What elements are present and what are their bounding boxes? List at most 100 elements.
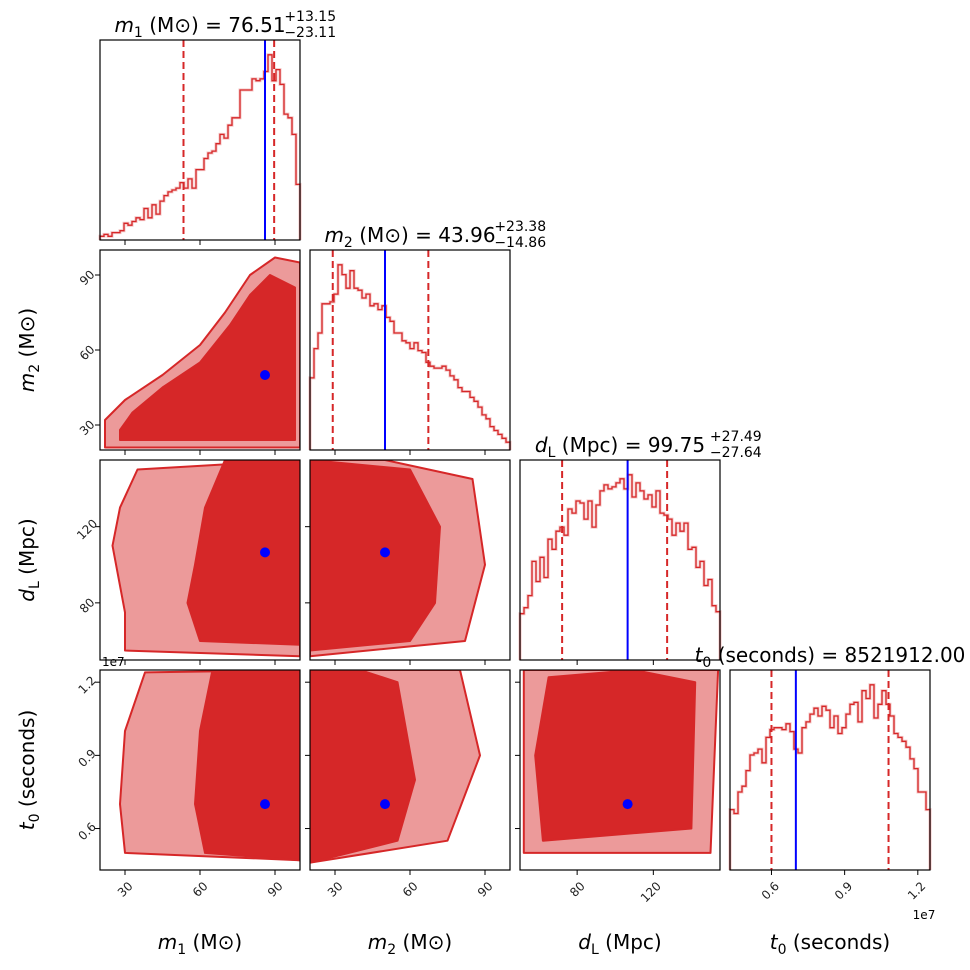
axis-symbol: d xyxy=(578,930,591,954)
contour-panel-t0-vs-dL xyxy=(522,670,720,854)
title-dL: dL (Mpc) = 99.75 xyxy=(535,433,705,461)
x-offset-text: 1e7 xyxy=(913,908,936,922)
axis-unit: (seconds) xyxy=(787,930,891,954)
axis-symbol: m xyxy=(368,930,387,954)
axis-unit: (M⊙) xyxy=(396,930,452,954)
title-m2: m2 (M⊙) = 43.96 xyxy=(324,223,495,251)
x-tick-label: 60 xyxy=(400,879,421,900)
axis-unit: (seconds) xyxy=(15,710,39,814)
x-tick-label: 80 xyxy=(567,879,588,900)
title-plus: +23.38 xyxy=(494,219,546,235)
title-plus: +27.49 xyxy=(710,429,762,445)
histogram-m2 xyxy=(309,264,511,450)
axis-sub: 1 xyxy=(177,942,186,958)
truth-point xyxy=(380,799,390,810)
contour-panel-t0-vs-m1 xyxy=(119,670,300,862)
y-tick-label: 90 xyxy=(77,267,98,288)
title-sub: 1 xyxy=(134,25,143,41)
y-tick-label: 80 xyxy=(77,595,98,616)
contour-inner xyxy=(534,670,697,842)
contour-panel-dL-vs-m1 xyxy=(111,460,300,658)
title-symbol: m xyxy=(324,223,343,247)
x-tick-label: 1.2 xyxy=(905,879,928,902)
y-axis-label-m2: m2 (M⊙) xyxy=(15,308,43,392)
title-plus: +13.15 xyxy=(284,9,336,25)
x-tick-label: 0.6 xyxy=(759,879,782,902)
x-tick-label: 30 xyxy=(325,879,346,900)
title-unit: (M⊙) = 43.96 xyxy=(353,223,496,247)
truth-point xyxy=(260,547,270,558)
x-tick-label: 0.9 xyxy=(832,879,855,902)
axis-sub: 0 xyxy=(778,942,787,958)
axis-sub: 2 xyxy=(387,942,396,958)
histogram-m1 xyxy=(99,54,301,240)
title-m1: m1 (M⊙) = 76.51 xyxy=(114,13,285,41)
panel-frame-0-0 xyxy=(99,39,301,241)
axis-sub: 0 xyxy=(27,813,43,822)
truth-point xyxy=(260,370,270,380)
x-tick-label: 30 xyxy=(115,879,136,900)
contour-inner xyxy=(194,670,300,862)
x-tick-label: 90 xyxy=(265,879,286,900)
title-sub: 2 xyxy=(344,235,353,251)
histogram-t0 xyxy=(729,684,931,870)
contour-inner xyxy=(119,274,296,441)
contour-inner xyxy=(310,670,416,864)
y-tick-label: 0.9 xyxy=(75,746,98,769)
x-axis-label-m1: m1 (M⊙) xyxy=(158,930,242,958)
panel-frame-3-3 xyxy=(729,669,931,871)
title-unit: (seconds) = 8521912.00 xyxy=(711,643,965,667)
title-unit: (Mpc) = 99.75 xyxy=(555,433,705,457)
histogram-halo-m1 xyxy=(98,53,302,240)
title-t0: t0 (seconds) = 8521912.00 xyxy=(695,643,966,671)
title-minus: −14.86 xyxy=(494,235,546,251)
panel-frame-2-2 xyxy=(519,459,721,661)
x-axis-label-m2: m2 (M⊙) xyxy=(368,930,452,958)
y-tick-label: 0.6 xyxy=(75,820,98,843)
title-symbol: t xyxy=(695,643,704,667)
histogram-halo-m2 xyxy=(308,263,512,450)
x-tick-label: 120 xyxy=(638,879,664,905)
contour-panel-m2-vs-m1 xyxy=(104,256,300,449)
axis-sub: L xyxy=(27,581,43,589)
axis-unit: (M⊙) xyxy=(15,308,39,364)
axis-unit: (M⊙) xyxy=(186,930,242,954)
axis-symbol: d xyxy=(15,589,39,602)
histogram-dL xyxy=(519,474,721,660)
x-axis-label-dL: dL (Mpc) xyxy=(578,930,661,958)
title-unit: (M⊙) = 76.51 xyxy=(143,13,286,37)
title-sub: 0 xyxy=(702,655,711,671)
axis-symbol: t xyxy=(15,821,39,830)
x-tick-label: 90 xyxy=(475,879,496,900)
y-axis-label-t0: t0 (seconds) xyxy=(15,710,43,830)
y-axis-label-dL: dL (Mpc) xyxy=(15,518,43,601)
contour-panel-t0-vs-m2 xyxy=(310,670,481,864)
contour-inner xyxy=(186,460,300,646)
axis-sub: 2 xyxy=(27,364,43,373)
y-tick-label: 1.2 xyxy=(75,673,98,696)
x-axis-label-t0: t0 (seconds) xyxy=(770,930,890,958)
axis-sub: L xyxy=(591,942,599,958)
axis-unit: (Mpc) xyxy=(599,930,662,954)
truth-point xyxy=(380,547,390,558)
title-symbol: d xyxy=(535,433,548,457)
title-sub: L xyxy=(548,445,556,461)
truth-point xyxy=(622,799,633,810)
y-offset-text: 1e7 xyxy=(102,655,125,669)
contour-panel-dL-vs-m2 xyxy=(310,460,486,658)
contour-inner xyxy=(310,460,441,652)
panel-frame-3-2 xyxy=(519,669,721,871)
axis-symbol: t xyxy=(770,930,779,954)
axis-unit: (Mpc) xyxy=(15,518,39,581)
axis-symbol: m xyxy=(15,373,39,392)
axis-symbol: m xyxy=(158,930,177,954)
x-tick-label: 60 xyxy=(190,879,211,900)
y-tick-label: 60 xyxy=(77,342,98,363)
title-symbol: m xyxy=(114,13,133,37)
y-tick-label: 120 xyxy=(74,516,100,542)
truth-point xyxy=(260,799,270,810)
histogram-halo-dL xyxy=(518,473,722,660)
title-minus: −27.64 xyxy=(710,445,762,461)
